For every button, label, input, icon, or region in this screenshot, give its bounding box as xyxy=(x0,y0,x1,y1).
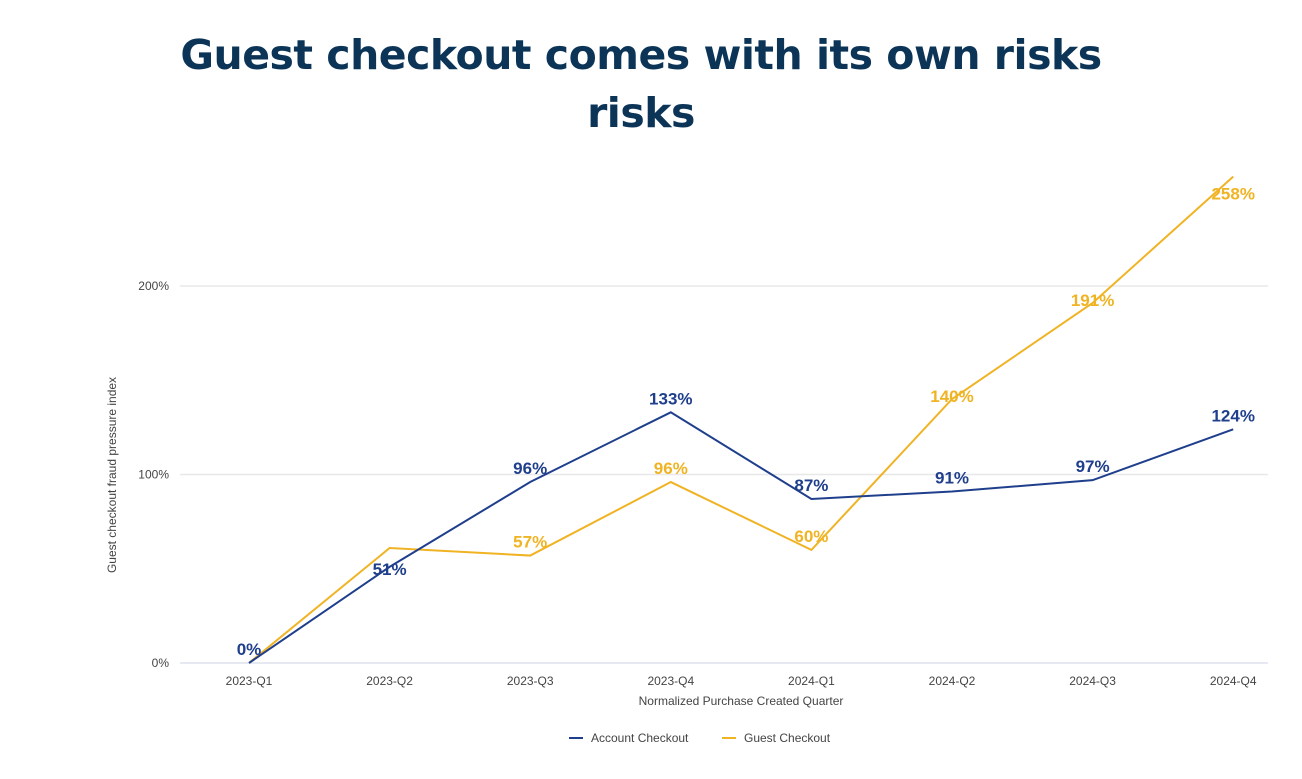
data-label: 258% xyxy=(1211,185,1254,204)
data-label: 87% xyxy=(794,476,828,495)
x-tick-label: 2024-Q3 xyxy=(1069,674,1116,688)
data-label: 191% xyxy=(1071,291,1114,310)
data-label: 91% xyxy=(935,468,969,487)
data-label: 57% xyxy=(513,533,547,552)
data-label: 96% xyxy=(513,459,547,478)
y-tick-label: 0% xyxy=(152,656,170,670)
x-tick-label: 2024-Q4 xyxy=(1210,674,1257,688)
series-lines xyxy=(248,175,1234,664)
grid xyxy=(180,285,1268,664)
data-label: 96% xyxy=(654,459,688,478)
x-tick-label: 2023-Q4 xyxy=(647,674,694,688)
legend: Account Checkout Guest Checkout xyxy=(569,731,831,745)
series-line-guest-checkout xyxy=(248,175,1234,664)
x-tick-label: 2024-Q1 xyxy=(788,674,835,688)
x-axis-ticks: 2023-Q1 2023-Q2 2023-Q3 2023-Q4 2024-Q1 2024-… xyxy=(226,674,1257,688)
legend-label: Account Checkout xyxy=(591,731,689,745)
data-label: 140% xyxy=(930,387,973,406)
data-label: 133% xyxy=(649,389,692,408)
x-axis-label: Normalized Purchase Created Quarter xyxy=(639,694,844,708)
chart-title-line-1: Guest checkout comes with its own risks xyxy=(180,31,1102,79)
data-label: 97% xyxy=(1076,457,1110,476)
data-labels: 0% 51% 96% 133% 87% 91% 97% 124% 57% 96% 60% 140% 19… xyxy=(237,185,1255,659)
chart-title: Guest checkout comes with its own risks … xyxy=(0,26,1282,142)
chart-title-line-2: risks xyxy=(587,89,695,137)
x-tick-label: 2023-Q3 xyxy=(507,674,554,688)
data-label: 124% xyxy=(1211,406,1254,425)
series-line-account-checkout xyxy=(248,411,1234,664)
y-axis-ticks: 0% 100% 200% xyxy=(138,279,169,670)
x-tick-label: 2023-Q2 xyxy=(366,674,413,688)
y-axis-label: Guest checkout fraud pressure index xyxy=(105,377,119,573)
x-tick-label: 2023-Q1 xyxy=(226,674,273,688)
legend-label: Guest Checkout xyxy=(744,731,831,745)
data-label: 60% xyxy=(794,527,828,546)
y-tick-label: 200% xyxy=(138,279,169,293)
y-tick-label: 100% xyxy=(138,468,169,482)
x-tick-label: 2024-Q2 xyxy=(929,674,976,688)
data-label: 51% xyxy=(373,560,407,579)
data-label: 0% xyxy=(237,640,262,659)
